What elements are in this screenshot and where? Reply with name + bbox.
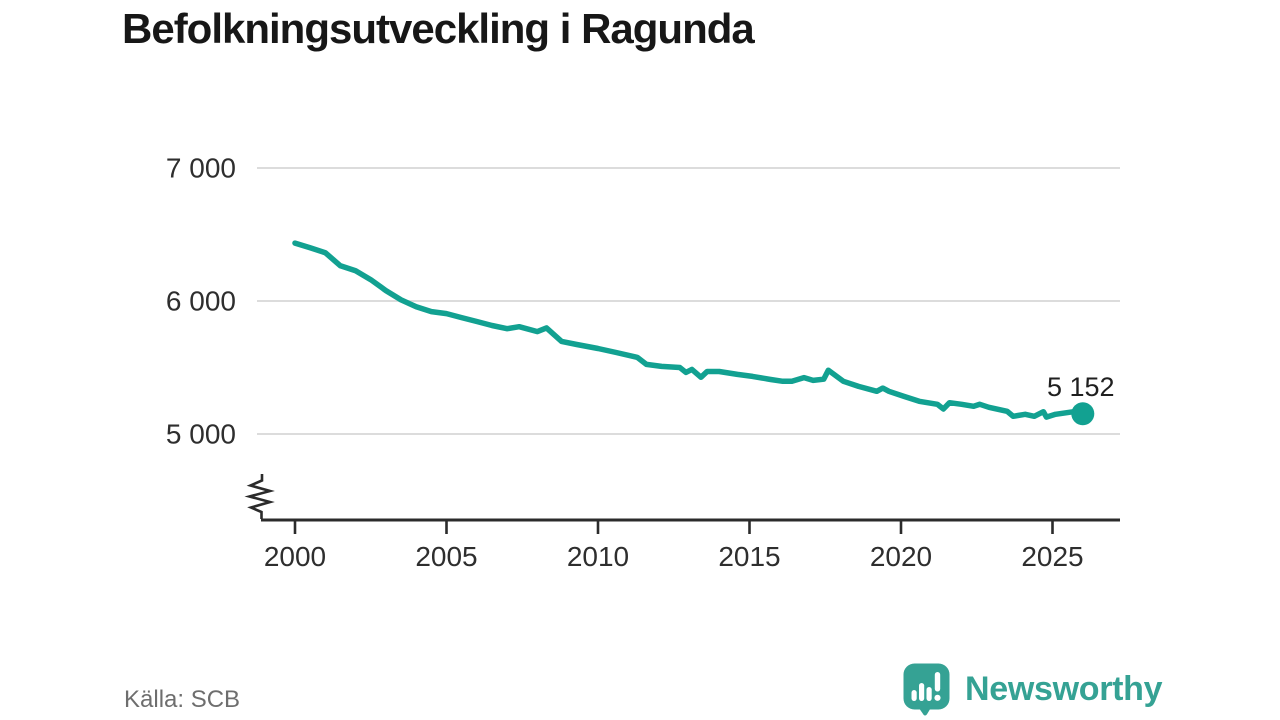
source-label: Källa: SCB xyxy=(124,686,241,713)
x-tick-label: 2025 xyxy=(1021,541,1083,572)
logo-bars xyxy=(911,671,941,701)
x-tick-label: 2005 xyxy=(415,541,477,572)
x-tick-label: 2015 xyxy=(718,541,780,572)
x-tick-label: 2010 xyxy=(567,541,629,572)
bar-chart-speech-bubble-icon xyxy=(903,663,950,716)
axis-break-icon xyxy=(244,474,275,519)
y-tick-label: 5 000 xyxy=(166,419,236,450)
newsworthy-brand: Newsworthy xyxy=(903,662,1163,717)
page-title: Befolkningsutveckling i Ragunda xyxy=(122,5,755,52)
y-tick-label: 7 000 xyxy=(166,153,236,184)
y-tick-label: 6 000 xyxy=(166,286,236,317)
series-end-dot xyxy=(1071,402,1095,426)
newsworthy-brand-text: Newsworthy xyxy=(965,670,1163,708)
x-tick-label: 2000 xyxy=(264,541,326,572)
x-tick-label: 2020 xyxy=(870,541,932,572)
end-value-label: 5 152 xyxy=(1047,372,1115,402)
series-line xyxy=(292,240,1086,420)
logo-bubble xyxy=(903,663,950,716)
